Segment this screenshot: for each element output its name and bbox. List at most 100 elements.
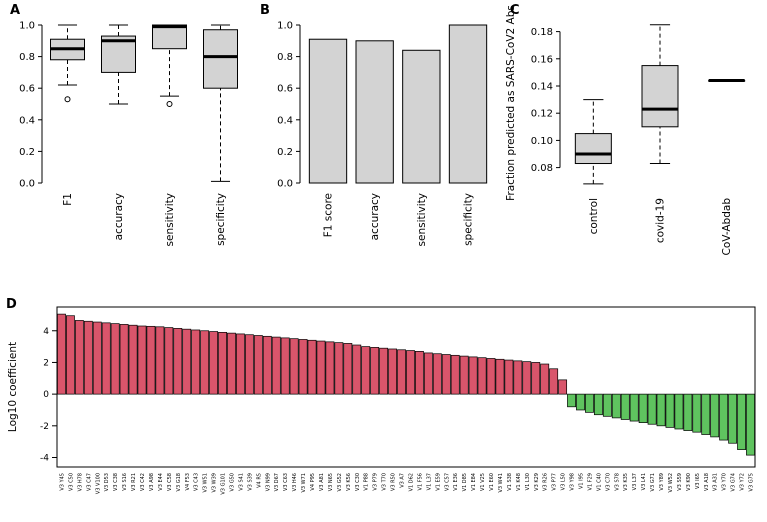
y-tick-label: -4 xyxy=(40,453,49,463)
x-category-label: V3 G74 xyxy=(731,473,737,491)
x-category-label: CoV-Abdab xyxy=(721,198,733,256)
x-category-label: V3 G52 xyxy=(337,473,343,491)
y-tick-label: 0.18 xyxy=(531,27,553,38)
x-category-label: V3 H78 xyxy=(77,473,83,491)
box-1 xyxy=(641,24,679,165)
y-tick-label: 0.10 xyxy=(531,136,553,147)
y-axis-title: Log10 coefficient xyxy=(7,342,19,432)
x-category-label: V3 I65 xyxy=(695,473,701,489)
x-category-label: V3 Y89 xyxy=(659,473,665,491)
y-axis: 0.0 0.2 0.4 0.6 0.8 1.0 xyxy=(19,21,43,190)
x-category-label: V3 W51 xyxy=(203,473,209,493)
x-category-label: V3 R21 xyxy=(131,473,137,491)
x-category-label: V3 R26 xyxy=(543,473,549,491)
x-category-label: V3 W39 xyxy=(212,473,218,493)
x-category-label: V3 S59 xyxy=(677,473,683,491)
x-category-label: V3 C50 xyxy=(68,473,74,491)
x-category-label: V1 E59 xyxy=(435,473,441,491)
y-tick-label: 0.0 xyxy=(277,179,293,190)
x-category-label: V3 C57 xyxy=(444,473,450,491)
plot-frame xyxy=(56,306,756,468)
x-category-label: V1 K48 xyxy=(516,473,522,491)
x-category-label: F1 xyxy=(62,193,74,206)
y-tick-label: 1.0 xyxy=(277,21,293,32)
x-category-label: V3 L37 xyxy=(632,473,638,490)
box-2 xyxy=(152,24,187,107)
box-0 xyxy=(574,99,612,185)
x-category-label: V1 C40 xyxy=(596,473,602,491)
x-category-label: V3 H46 xyxy=(292,473,298,491)
x-category-label: V3 Y98 xyxy=(570,473,576,491)
x-category-label: V3 C47 xyxy=(86,473,92,491)
box-1 xyxy=(101,24,136,105)
x-category-label: accuracy xyxy=(113,193,125,240)
x-category-label: V1 E36 xyxy=(453,473,459,491)
y-axis: -4 -2 0 2 4 xyxy=(40,327,57,463)
x-category-label: V1 S38 xyxy=(507,473,513,491)
x-category-label: specificity xyxy=(215,193,227,246)
x-category-label: control xyxy=(588,198,600,234)
x-category-label: V4 P95 xyxy=(310,473,316,491)
x-category-label: V3 L50 xyxy=(561,473,567,490)
x-category-label: V3 A81 xyxy=(319,473,325,491)
x-category-label: V3 S39 xyxy=(247,473,253,491)
x-category-label: V3 C58 xyxy=(167,473,173,491)
x-category-label: V3 G71 xyxy=(650,473,656,491)
x-category-label: V3 N65 xyxy=(328,473,334,491)
x-category-label: V1 I95 xyxy=(579,473,585,489)
x-category-label: V1 F29 xyxy=(587,473,593,490)
x-category-label: V3 C70 xyxy=(605,473,611,491)
x-category-label: specificity xyxy=(463,193,475,246)
x-category-label: V1 D85 xyxy=(462,473,468,491)
x-category-label: V3 S41 xyxy=(238,473,244,491)
x-category-label: V3 G101 xyxy=(221,473,227,495)
y-tick-label: 0.16 xyxy=(531,54,553,65)
x-category-label: V3 C30 xyxy=(355,473,361,491)
y-tick-label: 0.2 xyxy=(277,147,293,158)
y-tick-label: 0.4 xyxy=(19,115,35,126)
x-category-label: V3 N99 xyxy=(265,473,271,491)
x-category-label: V3 Y45 xyxy=(59,473,65,491)
y-tick-label: 0.4 xyxy=(277,115,293,126)
x-category-label: V3 L41 xyxy=(641,473,647,490)
panel-c-fraction-boxplot: 0.08 0.10 0.12 0.14 0.16 0.18 control covid-19 C… xyxy=(505,5,746,256)
x-category-label: F1 score xyxy=(323,193,335,237)
x-category-label: V3 D67 xyxy=(274,473,280,491)
x-category-label: accuracy xyxy=(369,193,381,240)
x-category-label: V4 F53 xyxy=(185,473,191,490)
y-tick-label: 0.0 xyxy=(19,179,35,190)
x-category-label: V3 K90 xyxy=(686,473,692,491)
y-tick-label: 0.12 xyxy=(531,109,553,120)
x-category-label: V3 A31 xyxy=(713,473,719,491)
x-category-label: V3 C63 xyxy=(283,473,289,491)
x-category-label: V1 E84 xyxy=(471,473,477,491)
x-category-label: V3 A98 xyxy=(149,473,155,491)
x-category-label: V3 G50 xyxy=(230,473,236,491)
coefficient-bars xyxy=(57,313,755,456)
y-axis-title: Fraction predicted as SARS-CoV2 Abs xyxy=(505,5,517,201)
x-category-label: V3 R50 xyxy=(391,473,397,491)
x-category-label: V3 C43 xyxy=(194,473,200,491)
panel-label-b: B xyxy=(260,3,270,18)
y-axis: 0.0 0.2 0.4 0.6 0.8 1.0 xyxy=(277,21,301,190)
x-category-label: V3 W52 xyxy=(668,473,674,493)
x-category-label: V1 E60 xyxy=(489,473,495,491)
x-category-label: V3 G18 xyxy=(176,473,182,491)
x-category-label: V3 P79 xyxy=(373,473,379,491)
x-category-label: V3 S78 xyxy=(614,473,620,491)
x-category-label: V1 L37 xyxy=(426,473,432,490)
x-category-label: V3 C38 xyxy=(113,473,119,491)
x-category-label: V3 E44 xyxy=(158,473,164,491)
x-category-label: V3 C42 xyxy=(140,473,146,491)
x-category-label: covid-19 xyxy=(655,198,667,243)
y-tick-label: 0.6 xyxy=(277,84,293,95)
x-category-label: V3 P77 xyxy=(552,473,558,491)
x-category-label: V1 F56 xyxy=(417,473,423,490)
x-category-label: V3 A7 xyxy=(400,473,406,488)
box-0 xyxy=(50,24,85,103)
x-category-label: V3 K29 xyxy=(534,473,540,491)
y-tick-label: 0.8 xyxy=(277,52,293,63)
box-3 xyxy=(203,24,238,182)
x-category-label: V3 W41 xyxy=(498,473,504,493)
